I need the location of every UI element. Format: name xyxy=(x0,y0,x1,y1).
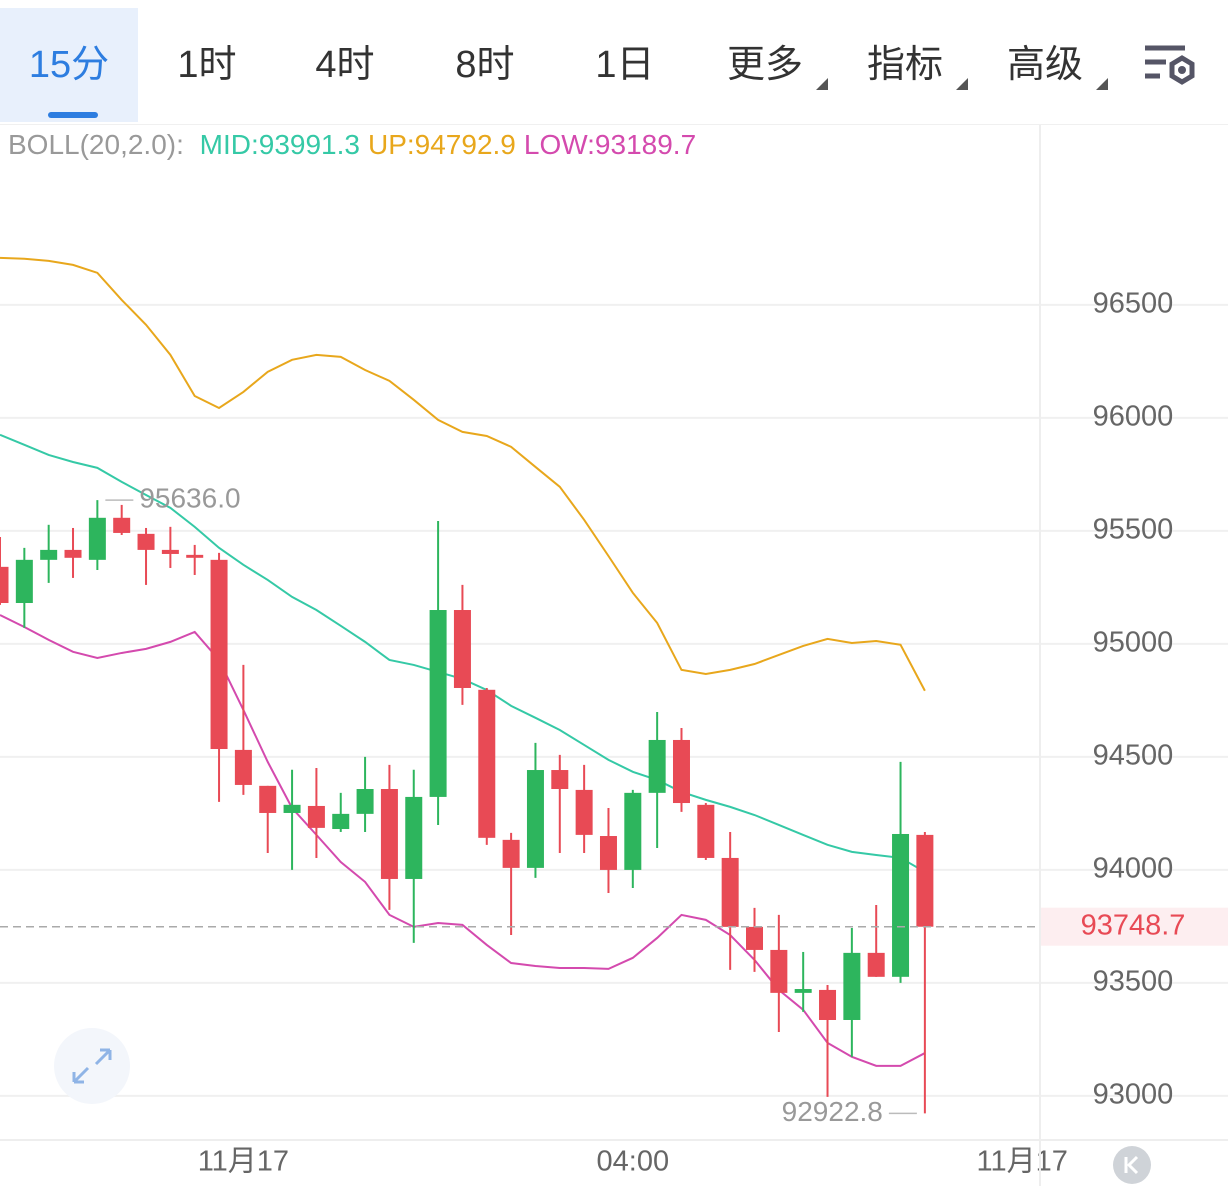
candle-body xyxy=(113,517,131,533)
candle-body xyxy=(794,989,812,993)
last-price-badge xyxy=(1041,907,1228,946)
candle-body xyxy=(40,549,58,560)
candle-body xyxy=(721,857,739,927)
candle-body xyxy=(234,749,252,785)
y-tick-label: 96500 xyxy=(1093,288,1174,320)
tab[interactable]: 高级 xyxy=(1006,44,1083,86)
indicator-label: BOLL(20,2.0): xyxy=(8,129,184,160)
x-tick-label: 11月17 xyxy=(977,1146,1068,1178)
dropdown-caret xyxy=(956,78,968,90)
candle-body xyxy=(575,789,593,835)
tab[interactable]: 15分 xyxy=(0,8,138,122)
candle-body xyxy=(672,739,690,804)
candle-body xyxy=(88,517,106,560)
candle-body xyxy=(332,813,350,830)
candle-body xyxy=(892,833,910,977)
candle-body xyxy=(429,610,447,797)
candle-body xyxy=(137,533,155,550)
candle-body xyxy=(819,989,837,1020)
y-tick-label: 96000 xyxy=(1093,401,1174,433)
candle-body xyxy=(697,804,715,858)
tab[interactable]: 更多 xyxy=(726,44,803,86)
x-tick-label: 04:00 xyxy=(597,1146,670,1178)
candle-body xyxy=(746,926,764,950)
candle-body xyxy=(599,836,617,870)
candle-body xyxy=(405,796,423,879)
candle-body xyxy=(453,610,471,688)
candle-body xyxy=(380,789,398,879)
candle-body xyxy=(648,739,666,793)
candle-body xyxy=(283,804,301,813)
tab[interactable]: 4时 xyxy=(315,44,375,86)
candle-body xyxy=(867,952,885,977)
min-label: 92922.8 xyxy=(782,1096,883,1127)
settings-icon[interactable] xyxy=(1145,45,1195,85)
tab[interactable]: 8时 xyxy=(455,44,515,86)
candle-body xyxy=(502,839,520,868)
indicator-line xyxy=(0,256,926,692)
expand-button[interactable] xyxy=(54,1028,130,1104)
candle-body xyxy=(161,549,179,554)
tab-underline xyxy=(48,112,98,118)
dropdown-caret xyxy=(816,78,828,90)
candle-body xyxy=(843,952,861,1020)
candle-body xyxy=(64,549,82,558)
candle-body xyxy=(15,559,33,604)
x-tick-label: 11月17 xyxy=(198,1146,289,1178)
candle-body xyxy=(259,785,277,813)
candle-body xyxy=(478,689,496,838)
legend-entry: UP:94792.9 xyxy=(367,129,516,160)
candle-body xyxy=(186,554,204,558)
candle-body xyxy=(526,770,544,868)
scroll-to-latest-button[interactable] xyxy=(1113,1146,1151,1184)
max-label: 95636.0 xyxy=(139,483,240,514)
candle-body xyxy=(551,770,569,790)
legend-entry: MID:93991.3 xyxy=(199,129,360,160)
y-tick-label: 93000 xyxy=(1093,1079,1174,1111)
candle-body xyxy=(916,834,934,927)
candle-body xyxy=(770,949,788,993)
y-tick-label: 94000 xyxy=(1093,853,1174,885)
candle-body xyxy=(624,792,642,870)
dropdown-caret xyxy=(1096,78,1108,90)
y-tick-label: 94500 xyxy=(1093,740,1174,772)
y-tick-label: 95000 xyxy=(1093,627,1174,659)
tab[interactable]: 指标 xyxy=(866,44,943,86)
tab-bar: 15分 1时 4时 8时 1日 更多 指标 高级 xyxy=(0,0,1228,125)
tab[interactable]: 1日 xyxy=(595,44,655,86)
candle-body xyxy=(307,805,325,828)
y-tick-label: 95500 xyxy=(1093,514,1174,546)
legend-entry: LOW:93189.7 xyxy=(523,129,697,160)
indicator-legend: BOLL(20,2.0): MID:93991.3 UP:94792.9 LOW:9… xyxy=(8,126,704,164)
last-price-label: 93748.7 xyxy=(1081,909,1186,941)
candle-body xyxy=(0,566,9,604)
y-tick-label: 93500 xyxy=(1093,966,1174,998)
candle-body xyxy=(356,789,374,814)
tab[interactable]: 1时 xyxy=(177,44,237,86)
candle-body xyxy=(210,559,228,750)
